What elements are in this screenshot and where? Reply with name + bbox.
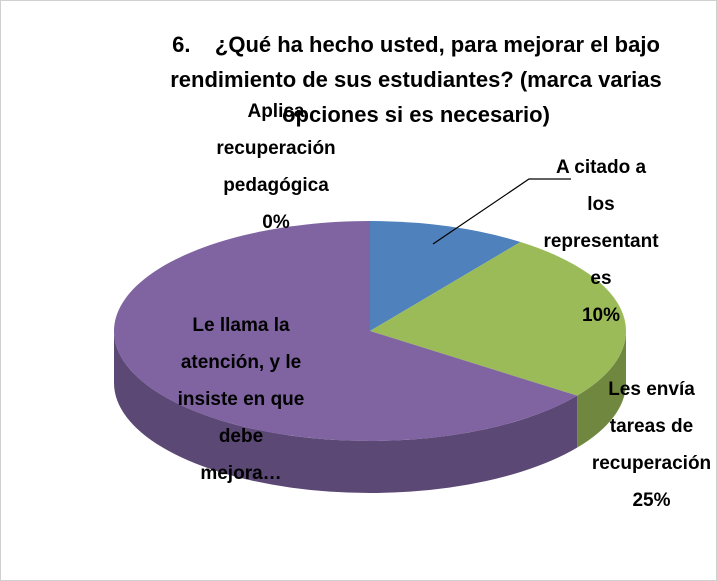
data-label: Les envía tareas de recuperación 25% — [589, 371, 714, 519]
value-label: 25% — [632, 490, 671, 511]
value-label: 0% — [262, 212, 290, 233]
category-label: Les envía tareas de recuperación — [591, 379, 712, 474]
data-label: A citado a los representantes 10% — [541, 149, 661, 334]
data-label: Aplica recuperación pedagógica 0% — [216, 93, 336, 241]
slice — [370, 242, 626, 396]
slice — [113, 221, 578, 442]
slice-side — [114, 331, 578, 493]
category-label: Le llama la atención, y le insiste en qu… — [177, 315, 305, 484]
category-label: A citado a los representantes — [543, 157, 659, 289]
slice-side — [577, 331, 626, 448]
category-label: Aplica recuperación pedagógica — [216, 101, 336, 196]
slice — [370, 221, 521, 331]
chart-title: 6. ¿Qué ha hecho usted, para mejorar el … — [170, 32, 668, 127]
leader-line — [432, 178, 571, 245]
data-label: Le llama la atención, y le insiste en qu… — [176, 307, 306, 492]
value-label: 10% — [581, 305, 621, 326]
